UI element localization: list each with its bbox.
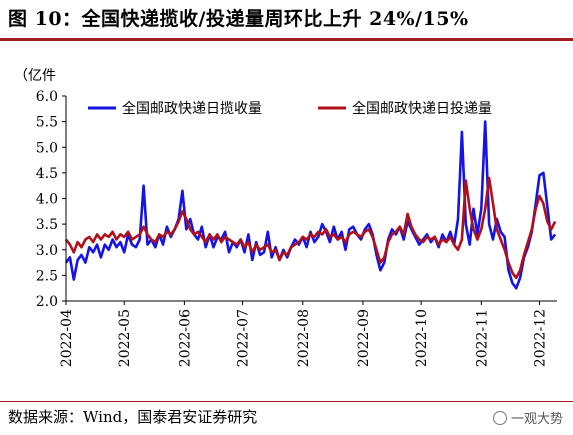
- x-tick-label: 2022-07: [236, 309, 252, 367]
- x-tick-label: 2022-04: [59, 309, 75, 367]
- y-tick-label: 3.5: [36, 217, 58, 233]
- legend-label: 全国邮政快递日投递量: [352, 100, 492, 117]
- x-tick-label: 2022-06: [177, 309, 193, 367]
- x-tick-label: 2022-09: [356, 309, 372, 367]
- y-tick-label: 5.5: [36, 115, 58, 131]
- y-tick-label: 3.0: [36, 243, 58, 259]
- x-tick-label: 2022-12: [533, 309, 549, 367]
- source-rule: [0, 401, 573, 402]
- x-tick-label: 2022-11: [474, 309, 490, 367]
- series-line-deliver: [64, 176, 557, 280]
- y-tick-label: 6.0: [36, 89, 58, 105]
- series-lines: [64, 120, 557, 290]
- x-tick-label: 2022-10: [414, 309, 430, 367]
- x-tick-label: 2022-08: [296, 309, 312, 367]
- legend: 全国邮政快递日揽收量 全国邮政快递日投递量: [88, 100, 492, 117]
- y-tick-label: 4.0: [36, 192, 58, 208]
- line-chart: 2.0 2.5 3.0 3.5 4.0 4.5 5.0 5.5 6.0 2022-04 2022-0…: [14, 68, 557, 367]
- wechat-icon: [492, 410, 507, 425]
- x-tick-label: 2022-05: [117, 309, 133, 367]
- y-tick-label: 5.0: [36, 140, 58, 156]
- axes: 2.0 2.5 3.0 3.5 4.0 4.5 5.0 5.5 6.0 2022-04 2022-0…: [36, 89, 557, 367]
- figure-title: 图 10：全国快递揽收/投递量周环比上升 24%/15%: [8, 8, 469, 30]
- legend-label: 全国邮政快递日揽收量: [122, 100, 262, 117]
- y-tick-label: 2.0: [36, 294, 58, 310]
- source-note: 数据来源：Wind，国泰君安证券研究: [8, 408, 258, 426]
- watermark-text: 一观大势: [510, 412, 563, 427]
- y-axis-label: （亿件: [14, 68, 56, 84]
- series-line-collect: [64, 120, 557, 290]
- y-tick-label: 4.5: [36, 166, 58, 182]
- title-rule: [0, 38, 573, 41]
- watermark: 一观大势: [492, 408, 563, 427]
- y-tick-label: 2.5: [36, 268, 58, 284]
